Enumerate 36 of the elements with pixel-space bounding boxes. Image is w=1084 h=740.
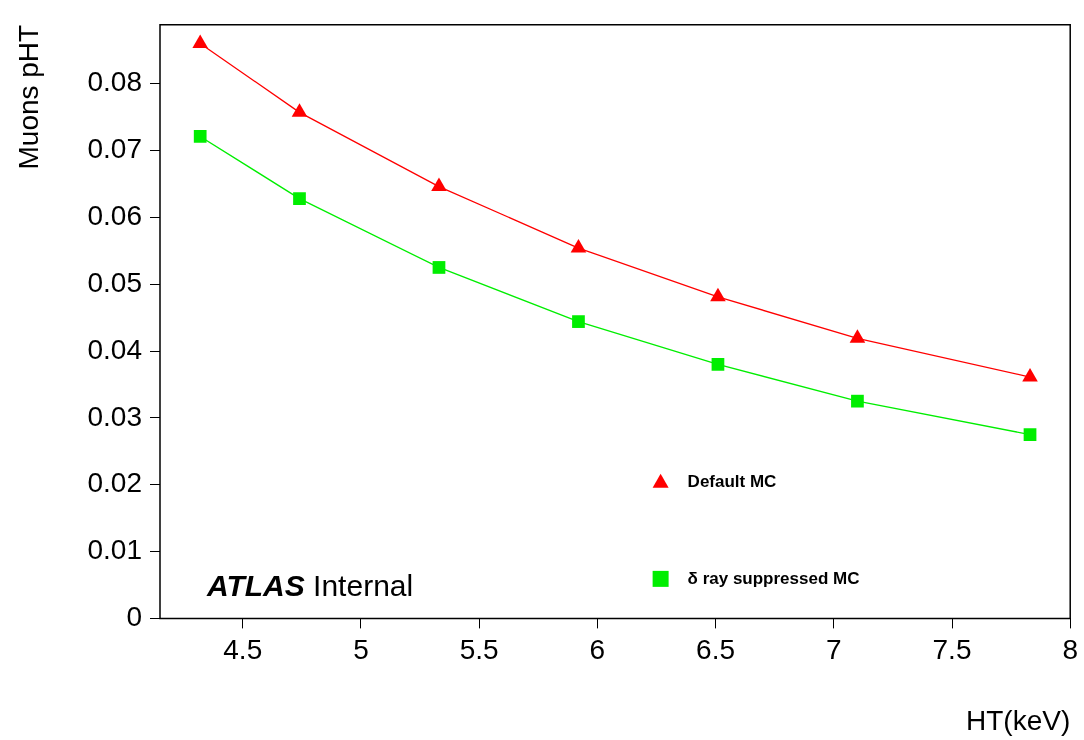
- point: [192, 34, 208, 49]
- y-tick-label: 0.08: [87, 66, 142, 98]
- y-axis-title: Muons pHT: [13, 24, 44, 170]
- point: [193, 130, 207, 143]
- point: [1022, 368, 1038, 382]
- x-tick-label: 6.5: [696, 633, 736, 665]
- x-tick-label: 7.5: [932, 633, 972, 665]
- y-tick-label: 0.02: [87, 467, 142, 499]
- point: [710, 287, 726, 302]
- point: [431, 177, 447, 192]
- x-tick-label: 7: [826, 633, 842, 665]
- x-tick-label: 5.5: [459, 633, 499, 665]
- y-tick-label: 0.07: [87, 133, 142, 165]
- annotation: ATLAS Internal: [206, 569, 414, 602]
- y-tick-label: 0.03: [87, 400, 142, 432]
- point: [570, 239, 587, 253]
- legend-label: δ ray suppressed MC: [687, 568, 860, 588]
- point: [1023, 428, 1037, 441]
- y-tick-label: 0.05: [87, 266, 142, 298]
- x-tick-label: 6: [589, 633, 606, 665]
- y-tick-label: 0.04: [87, 333, 142, 365]
- point: [711, 358, 725, 371]
- point: [291, 103, 308, 117]
- point: [432, 261, 446, 274]
- point: [293, 192, 306, 205]
- x-tick-label: 8: [1062, 633, 1078, 665]
- x-axis-title: HT(keV): [965, 705, 1071, 736]
- x-tick-label: 5: [353, 633, 369, 665]
- point: [849, 329, 866, 343]
- legend-label: Default MC: [687, 471, 777, 491]
- y-tick-label: 0: [126, 601, 142, 633]
- point: [572, 315, 585, 328]
- y-tick-label: 0.06: [87, 200, 142, 232]
- point: [851, 394, 864, 408]
- x-tick-label: 4.5: [223, 633, 263, 665]
- y-tick-label: 0.01: [87, 534, 142, 566]
